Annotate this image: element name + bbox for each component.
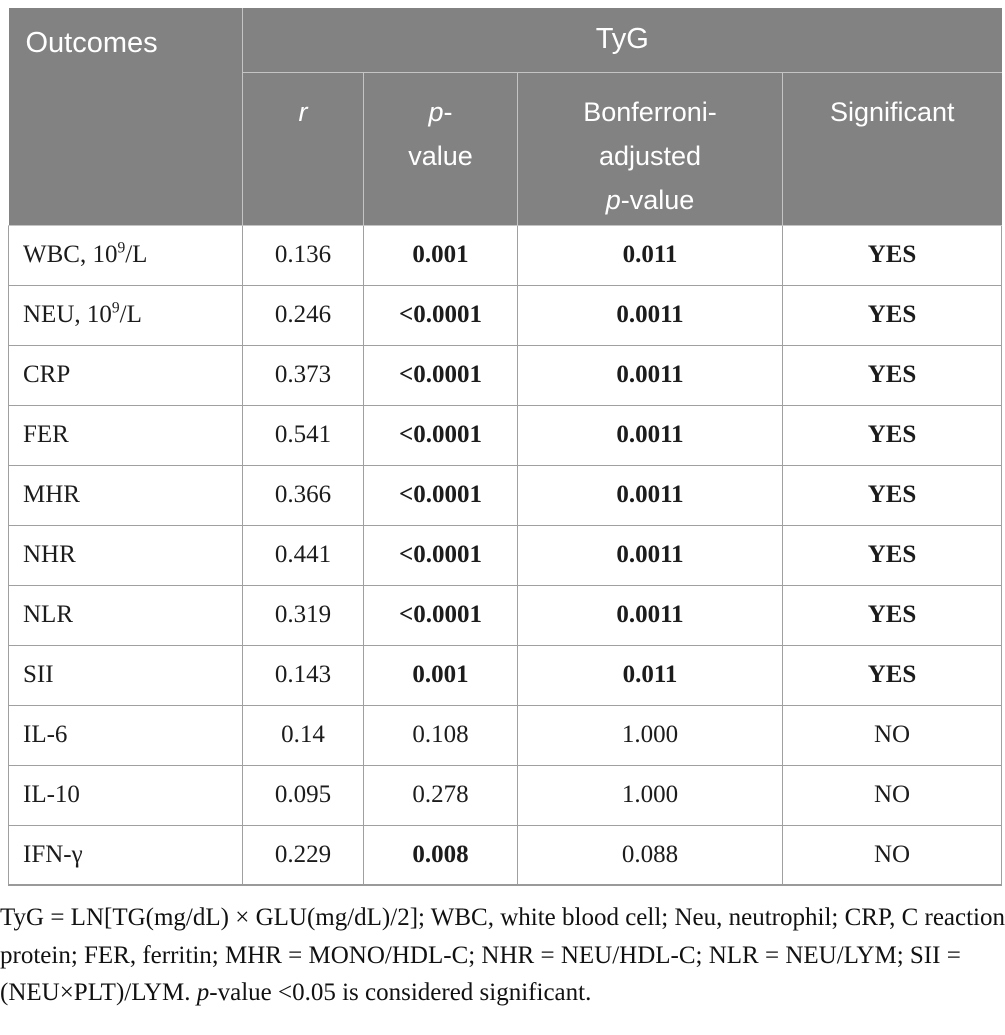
significant-cell: YES (781, 464, 1003, 526)
p-value-cell: <0.0001 (363, 584, 518, 646)
outcome-cell: IL-6 (8, 704, 243, 766)
table-body: WBC, 109/L 0.136 0.001 0.011 YES NEU, 10… (8, 224, 1003, 886)
p-value-cell: <0.0001 (363, 464, 518, 526)
significant-cell: NO (781, 824, 1003, 886)
footnote-part2: -value <0.05 is considered significant. (209, 979, 592, 1006)
column-header-p-value: p- value (363, 71, 518, 226)
r-value-cell: 0.246 (242, 284, 364, 346)
table-row: NLR 0.319 <0.0001 0.0011 YES (8, 584, 1003, 646)
table-row: CRP 0.373 <0.0001 0.0011 YES (8, 344, 1003, 406)
outcome-cell: MHR (8, 464, 243, 526)
table-row: IFN-γ 0.229 0.008 0.088 NO (8, 824, 1003, 886)
r-value-cell: 0.541 (242, 404, 364, 466)
p-value-cell: <0.0001 (363, 404, 518, 466)
column-header-significant: Significant (781, 71, 1002, 226)
bonferroni-p-value-cell: 0.0011 (517, 344, 783, 406)
table-row: NEU, 109/L 0.246 <0.0001 0.0011 YES (8, 284, 1003, 346)
significant-cell: YES (781, 524, 1003, 586)
outcome-cell: NLR (8, 584, 243, 646)
significant-cell: YES (781, 344, 1003, 406)
table-row: SII 0.143 0.001 0.011 YES (8, 644, 1003, 706)
column-header-bonferroni: Bonferroni- adjusted p-value (517, 71, 783, 226)
bonferroni-p-value-cell: 0.088 (517, 824, 783, 886)
p-value-cell: 0.278 (363, 764, 518, 826)
outcome-cell: IFN-γ (8, 824, 243, 886)
table-header: Outcomes TyG r p- value Bonferroni- adju… (8, 8, 1002, 226)
table-row: WBC, 109/L 0.136 0.001 0.011 YES (8, 224, 1003, 286)
outcome-cell: NEU, 109/L (8, 284, 243, 346)
column-header-r: r (242, 71, 364, 226)
table-figure: Outcomes TyG r p- value Bonferroni- adju… (0, 8, 1005, 1035)
significant-cell: YES (781, 284, 1003, 346)
r-value-cell: 0.136 (242, 224, 364, 286)
table-row: FER 0.541 <0.0001 0.0011 YES (8, 404, 1003, 466)
outcome-cell: CRP (8, 344, 243, 406)
p-value-cell: 0.001 (363, 644, 518, 706)
bonferroni-p-value-cell: 0.0011 (517, 524, 783, 586)
bonferroni-p-value-cell: 0.0011 (517, 464, 783, 526)
p-value-line2: value (408, 140, 473, 171)
p-value-hyphen: - (443, 96, 453, 127)
table-row: IL-6 0.14 0.108 1.000 NO (8, 704, 1003, 766)
bonferroni-p-value-cell: 0.011 (517, 224, 783, 286)
significant-cell: YES (781, 584, 1003, 646)
p-italic-label: p (428, 96, 444, 127)
table-row: IL-10 0.095 0.278 1.000 NO (8, 764, 1003, 826)
outcome-cell: SII (8, 644, 243, 706)
p-value-cell: <0.0001 (363, 344, 518, 406)
r-value-cell: 0.14 (242, 704, 364, 766)
p-value-cell: 0.001 (363, 224, 518, 286)
correlation-table: Outcomes TyG r p- value Bonferroni- adju… (8, 8, 1003, 886)
significant-cell: NO (781, 764, 1003, 826)
column-group-header-tyg: TyG (241, 8, 1002, 73)
r-value-cell: 0.366 (242, 464, 364, 526)
r-value-cell: 0.143 (242, 644, 364, 706)
bonferroni-p-value-cell: 0.0011 (517, 284, 783, 346)
footnote-part1: TyG = LN[TG(mg/dL) × GLU(mg/dL)/2]; WBC,… (0, 904, 1005, 1006)
significant-cell: YES (781, 404, 1003, 466)
table-row: NHR 0.441 <0.0001 0.0011 YES (8, 524, 1003, 586)
outcome-cell: WBC, 109/L (8, 224, 243, 286)
significant-cell: YES (781, 224, 1003, 286)
bonferroni-p-value-cell: 0.011 (517, 644, 783, 706)
bonferroni-p-rest: -value (620, 184, 695, 215)
p-value-cell: <0.0001 (363, 284, 518, 346)
column-header-outcomes: Outcomes (8, 8, 243, 226)
r-value-cell: 0.441 (242, 524, 364, 586)
p-value-line1: p- (368, 90, 513, 134)
table-footnote: TyG = LN[TG(mg/dL) × GLU(mg/dL)/2]; WBC,… (0, 899, 1005, 1012)
significant-cell: YES (781, 644, 1003, 706)
p-value-cell: 0.108 (363, 704, 518, 766)
bonferroni-p-value-cell: 0.0011 (517, 404, 783, 466)
bonferroni-p-value-cell: 1.000 (517, 764, 783, 826)
r-value-cell: 0.095 (242, 764, 364, 826)
r-value-cell: 0.229 (242, 824, 364, 886)
outcome-cell: IL-10 (8, 764, 243, 826)
outcome-cell: FER (8, 404, 243, 466)
outcome-cell: NHR (8, 524, 243, 586)
significant-cell: NO (781, 704, 1003, 766)
r-value-cell: 0.373 (242, 344, 364, 406)
header-sub-row: r p- value Bonferroni- adjusted p-value … (9, 71, 1002, 226)
bonferroni-p-italic: p (605, 184, 621, 215)
footnote-p-italic: p (196, 979, 210, 1006)
r-value-cell: 0.319 (242, 584, 364, 646)
bonferroni-line2: adjusted (598, 140, 702, 171)
bonferroni-line1: Bonferroni- (583, 96, 717, 127)
bonferroni-p-value-cell: 0.0011 (517, 584, 783, 646)
bonferroni-line3: p-value (522, 178, 778, 222)
header-group-row: Outcomes TyG (8, 8, 1002, 226)
r-italic-label: r (298, 96, 308, 127)
table-row: MHR 0.366 <0.0001 0.0011 YES (8, 464, 1003, 526)
p-value-cell: 0.008 (363, 824, 518, 886)
p-value-cell: <0.0001 (363, 524, 518, 586)
bonferroni-p-value-cell: 1.000 (517, 704, 783, 766)
